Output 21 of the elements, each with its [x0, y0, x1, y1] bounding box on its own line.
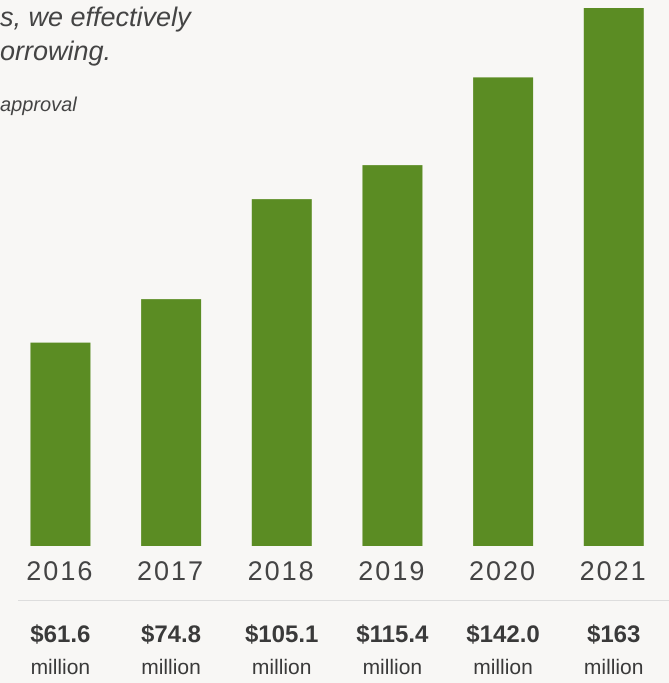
data-label: $61.6 million [30, 621, 90, 679]
x-tick-label: 2020 [468, 556, 538, 586]
annotation: approval [0, 94, 77, 117]
bar [141, 299, 202, 546]
bar [30, 342, 90, 546]
data-label: $115.4 million [356, 621, 430, 679]
annotation: orrowing. [0, 36, 112, 67]
bar [252, 199, 312, 546]
x-tick-label: 2017 [136, 556, 206, 586]
bar [584, 8, 644, 546]
x-tick-label: 2018 [248, 556, 316, 586]
data-label: $142.0 million [466, 621, 540, 679]
data-label: $105.1 million [244, 621, 318, 679]
annotation: s, we effectively [0, 2, 191, 33]
data-label: $74.8 million [140, 621, 202, 679]
x-tick-label: 2016 [26, 556, 94, 586]
x-tick-label: 2019 [358, 556, 426, 586]
bar [362, 165, 422, 546]
bar [473, 77, 534, 546]
x-tick-label: 2021 [580, 556, 648, 586]
data-label: $163 million [584, 621, 644, 679]
